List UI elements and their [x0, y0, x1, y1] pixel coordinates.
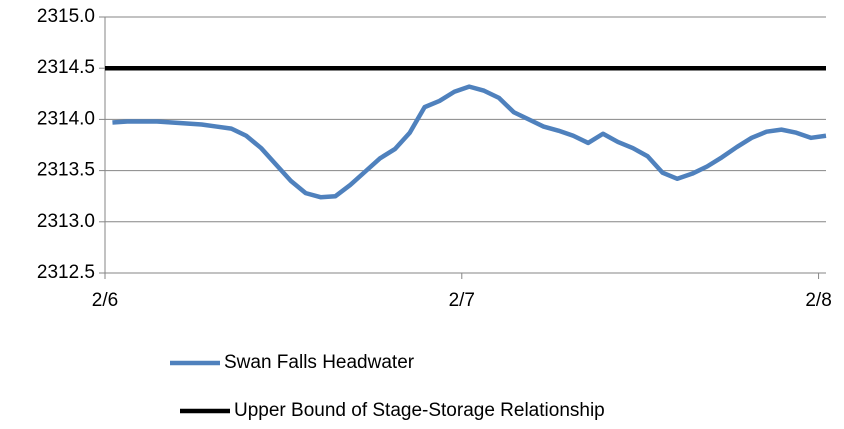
- y-tick-label: 2315.0: [37, 6, 95, 27]
- series-line: [112, 84, 827, 200]
- y-tick-label: 2314.0: [37, 108, 95, 129]
- legend-label: Upper Bound of Stage-Storage Relationshi…: [234, 400, 605, 421]
- y-tick-label: 2313.5: [37, 160, 95, 181]
- y-tick-label: 2313.0: [37, 211, 95, 232]
- x-tick-label: 2/8: [805, 290, 831, 311]
- y-tick-label: 2312.5: [37, 262, 95, 283]
- legend-label: Swan Falls Headwater: [224, 352, 415, 373]
- x-tick-label: 2/7: [449, 290, 475, 311]
- x-tick-label: 2/6: [92, 290, 118, 311]
- y-tick-label: 2314.5: [37, 57, 95, 78]
